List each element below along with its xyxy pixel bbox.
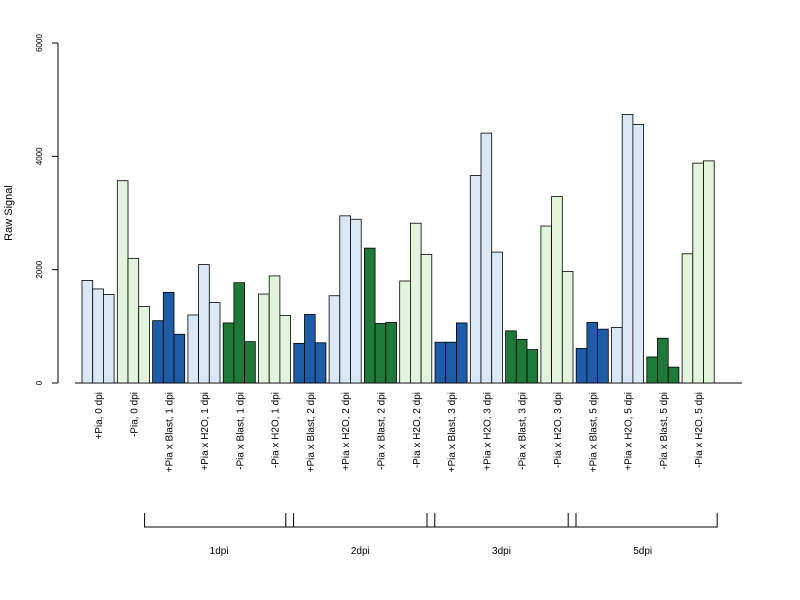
bar (350, 218, 362, 384)
bar (681, 253, 694, 384)
bar (586, 321, 599, 384)
x-tick-label: -Pia x Blast, 2 dpi (376, 392, 387, 470)
x-tick-label: +Pia x H2O, 2 dpi (341, 392, 352, 471)
bar (92, 288, 104, 384)
x-tick-label: -Pia x Blast, 3 dpi (518, 392, 529, 470)
y-tick-label: 4000 (35, 147, 44, 165)
bar (208, 302, 221, 384)
bar (692, 162, 704, 384)
bar (409, 222, 422, 384)
bar (293, 342, 305, 384)
bar (258, 293, 270, 384)
timepoint-label: 1dpi (210, 546, 229, 557)
bar (575, 348, 588, 384)
bar (138, 306, 150, 384)
bar (597, 328, 609, 384)
bar (551, 196, 563, 384)
bar (611, 327, 623, 384)
bar (222, 322, 235, 384)
bar (279, 315, 291, 384)
bars (81, 114, 715, 384)
x-tick-label: -Pia x Blast, 5 dpi (659, 392, 670, 470)
x-tick-label: +Pia x H2O, 1 dpi (200, 392, 211, 471)
bar (103, 294, 115, 384)
bar (233, 282, 245, 384)
x-tick-label: +Pia x Blast, 1 dpi (165, 392, 176, 472)
timepoint-bracket (285, 513, 436, 528)
bar (480, 132, 493, 384)
x-tick-label: +Pia x Blast, 5 dpi (588, 392, 599, 472)
x-tick-label: +Pia, 0 dpi (94, 392, 105, 440)
timepoint-brackets: 1dpi 2dpi 3dpi 5dpi (144, 513, 718, 557)
bar (505, 330, 517, 384)
bar (339, 215, 351, 384)
bar (399, 280, 411, 384)
bar (445, 341, 457, 384)
bar (385, 321, 397, 384)
bar (667, 366, 680, 384)
y-tick-label: 0 (35, 380, 44, 385)
timepoint-label: 2dpi (351, 546, 370, 557)
bar (703, 160, 715, 384)
bar (328, 295, 341, 384)
bar (127, 257, 140, 384)
timepoint-bracket (144, 513, 295, 528)
bar (314, 342, 327, 384)
bar (198, 264, 210, 384)
bar (420, 253, 433, 384)
bar (81, 280, 94, 384)
bar (244, 341, 256, 384)
x-tick-label: -Pia x H2O, 5 dpi (694, 392, 705, 468)
x-tick-label: -Pia x H2O, 2 dpi (412, 392, 423, 468)
timepoint-label: 5dpi (633, 546, 652, 557)
bar (268, 275, 281, 384)
x-tick-label: +Pia x H2O, 5 dpi (624, 392, 635, 471)
y-tick-label: 2000 (35, 260, 44, 278)
bar (469, 175, 482, 384)
x-tick-label: +Pia x Blast, 2 dpi (306, 392, 317, 472)
bar (152, 320, 164, 384)
x-tick-labels: +Pia, 0 dpi -Pia, 0 dpi +Pia x Blast, 1 dp… (94, 392, 705, 472)
bar (162, 291, 175, 384)
bar (632, 124, 645, 384)
bar (526, 349, 539, 384)
bar (561, 270, 574, 384)
bar (374, 323, 387, 384)
x-tick-label: -Pia x H2O, 3 dpi (553, 392, 564, 468)
bar (646, 356, 658, 384)
y-tick-label: 6000 (35, 34, 44, 52)
y-axis-label: Raw Signal (3, 185, 15, 241)
x-tick-label: +Pia x Blast, 3 dpi (447, 392, 458, 472)
bar (657, 337, 669, 384)
bar (540, 225, 553, 384)
bar (363, 247, 376, 384)
bar (434, 341, 447, 384)
bar (515, 338, 528, 384)
bar (304, 314, 316, 384)
x-tick-label: -Pia, 0 dpi (129, 392, 140, 437)
x-tick-label: +Pia x H2O, 3 dpi (482, 392, 493, 471)
bar (173, 333, 186, 384)
bar (187, 314, 199, 384)
x-tick-label: -Pia x H2O, 1 dpi (271, 392, 282, 468)
bar (491, 251, 503, 384)
timepoint-label: 3dpi (492, 546, 511, 557)
y-axis: 0 2000 4000 6000 (35, 34, 59, 385)
bar (116, 180, 129, 384)
timepoint-bracket (567, 513, 718, 528)
bar (621, 114, 634, 384)
x-tick-label: -Pia x Blast, 1 dpi (235, 392, 246, 470)
timepoint-bracket (426, 513, 577, 528)
bar (455, 322, 468, 384)
